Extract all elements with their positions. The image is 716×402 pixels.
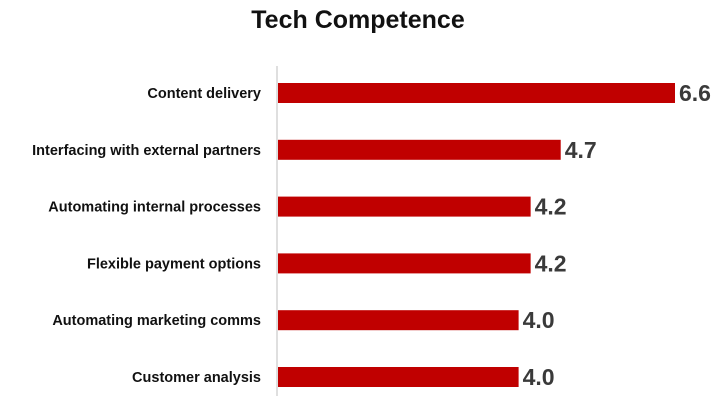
value-label: 4.0 <box>523 307 555 333</box>
value-label: 6.6 <box>679 80 711 106</box>
bar <box>278 310 519 331</box>
bars-layer: Content delivery 6.6 Interfacing with exte… <box>32 80 711 390</box>
category-label: Customer analysis <box>132 370 261 386</box>
bar <box>278 196 531 217</box>
value-label: 4.7 <box>565 137 597 163</box>
bar <box>278 139 561 160</box>
category-label: Flexible payment options <box>87 256 261 272</box>
value-label: 4.2 <box>535 194 567 220</box>
chart-title: Tech Competence <box>251 6 465 34</box>
bar <box>278 367 519 387</box>
value-label: 4.0 <box>523 364 555 390</box>
bar <box>278 83 675 103</box>
category-label: Content delivery <box>147 86 261 102</box>
category-label: Interfacing with external partners <box>32 143 261 159</box>
category-label: Automating internal processes <box>48 200 261 216</box>
bar <box>278 253 531 274</box>
value-label: 4.2 <box>535 250 567 276</box>
category-label: Automating marketing comms <box>52 313 261 329</box>
